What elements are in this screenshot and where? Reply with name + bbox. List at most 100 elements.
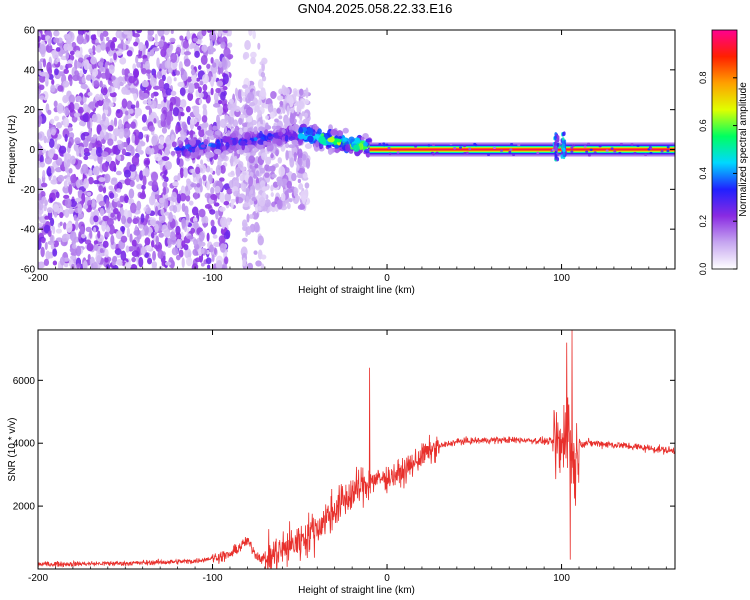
noise-blob (199, 80, 204, 86)
spike-blob (554, 153, 558, 159)
noise-blob (288, 150, 293, 160)
noise-blob (219, 192, 225, 203)
y-tick-label: 0 (29, 145, 35, 156)
noise-blob (160, 208, 165, 216)
noise-blob (113, 117, 118, 127)
noise-blob (218, 61, 223, 68)
noise-blob (65, 49, 69, 61)
noise-blob (239, 106, 244, 113)
noise-blob (155, 235, 159, 246)
noise-blob (211, 254, 215, 263)
noise-blob (218, 100, 223, 105)
noise-blob (63, 180, 68, 188)
noise-blob (93, 215, 99, 223)
noise-blob (44, 215, 50, 220)
noise-blob (74, 137, 81, 145)
noise-blob (83, 59, 90, 71)
noise-blob (204, 204, 212, 209)
noise-blob (88, 48, 93, 54)
noise-blob (270, 152, 274, 159)
noise-blob (254, 163, 259, 169)
noise-blob (75, 219, 79, 231)
noise-blob (85, 74, 92, 81)
noise-blob (99, 207, 105, 217)
noise-blob (227, 115, 235, 125)
carrier-speckle (666, 149, 670, 153)
noise-blob (249, 199, 254, 206)
carrier-speckle (583, 145, 587, 148)
noise-blob (179, 87, 186, 96)
noise-blob (190, 69, 196, 76)
noise-blob (85, 30, 90, 33)
snr-axes: -200 -100 0 100 2000 4000 6000 Height of straig… (7, 330, 675, 596)
noise-blob (129, 202, 137, 214)
noise-blob (161, 156, 170, 161)
carrier-speckle (660, 150, 664, 153)
ridge-blob (363, 141, 368, 147)
ridge-blob (291, 139, 299, 145)
noise-blob (207, 30, 211, 34)
carrier-speckle (388, 152, 392, 156)
noise-blob (163, 186, 167, 196)
noise-blob (192, 37, 198, 42)
noise-blob (297, 178, 302, 184)
noise-blob (83, 103, 88, 112)
ridge-blob (263, 140, 268, 145)
noise-blob (160, 113, 165, 122)
noise-blob (94, 165, 100, 176)
noise-blob (134, 135, 140, 146)
noise-blob (47, 38, 52, 46)
noise-blob (116, 188, 122, 193)
noise-blob (206, 63, 211, 69)
noise-blob (73, 214, 77, 221)
noise-blob (45, 250, 51, 261)
noise-blob (124, 110, 129, 116)
ridge-blob (174, 147, 182, 151)
ridge-blob (360, 136, 365, 141)
carrier-speckle (636, 144, 640, 147)
ridge-blob (354, 137, 361, 143)
noise-blob (230, 107, 235, 117)
noise-blob (186, 30, 191, 41)
colorbar-tick-label: 0.0 (698, 263, 708, 276)
carrier-speckle (453, 147, 457, 150)
noise-blob (228, 98, 235, 105)
noise-blob (130, 264, 138, 269)
noise-blob (44, 241, 48, 250)
noise-blob (149, 219, 157, 226)
noise-blob (142, 167, 150, 178)
noise-blob (217, 30, 222, 37)
noise-blob (250, 56, 256, 65)
noise-blob (64, 133, 68, 142)
noise-blob (121, 148, 127, 156)
noise-blob (215, 210, 219, 220)
noise-blob (305, 157, 311, 169)
noise-blob (173, 77, 177, 82)
noise-blob (108, 148, 113, 154)
noise-blob (83, 155, 89, 161)
noise-blob (197, 86, 202, 94)
noise-blob (230, 155, 234, 167)
noise-blob (148, 125, 155, 132)
noise-blob (80, 263, 84, 269)
carrier-speckle (396, 151, 400, 154)
noise-blob (157, 249, 164, 260)
noise-blob (172, 181, 180, 187)
ridge-blob (358, 142, 363, 151)
noise-blob (135, 55, 139, 64)
noise-blob (245, 226, 252, 236)
noise-blob (55, 157, 63, 166)
noise-blob (304, 182, 310, 189)
noise-blob (169, 205, 174, 212)
snr-frame (37, 329, 676, 570)
noise-blob (76, 148, 80, 157)
noise-blob (91, 113, 98, 123)
noise-blob (64, 164, 69, 173)
noise-blob (205, 257, 212, 265)
ridge-blob (253, 126, 258, 135)
noise-blob (40, 182, 48, 188)
noise-blob (38, 108, 42, 116)
noise-blob (295, 195, 301, 201)
noise-blob (177, 126, 182, 132)
